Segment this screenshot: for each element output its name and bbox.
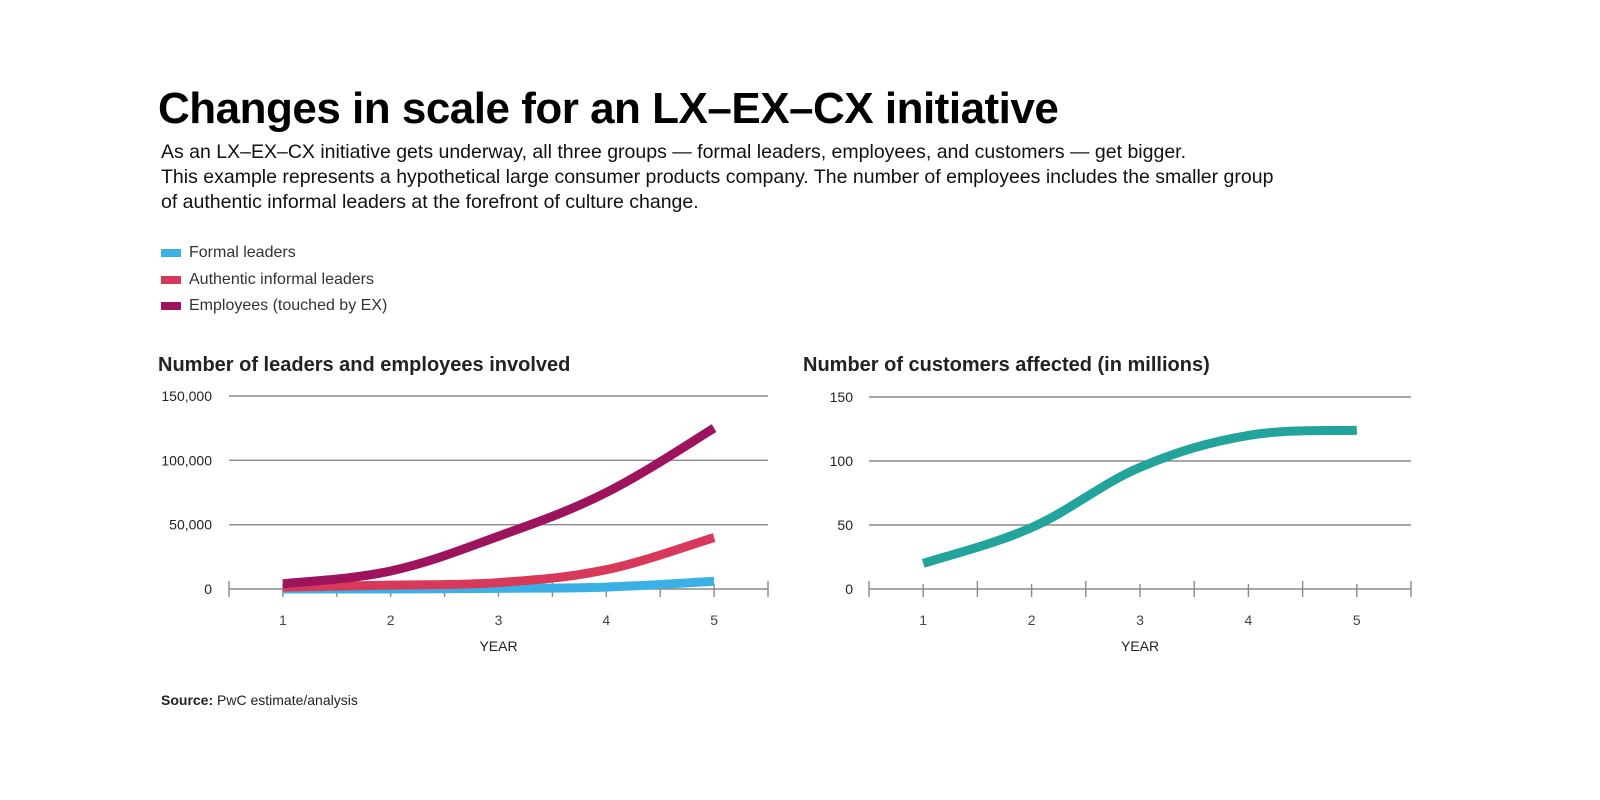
source-note: Source: PwC estimate/analysis xyxy=(161,692,358,708)
subtitle-line: of authentic informal leaders at the for… xyxy=(161,191,699,213)
legend-item-formal-leaders: Formal leaders xyxy=(161,240,387,267)
series-line-customers-affected-millions xyxy=(921,425,1358,568)
x-tick-label: 4 xyxy=(602,612,610,628)
x-tick-label: 5 xyxy=(710,612,718,628)
y-tick-label: 100,000 xyxy=(161,452,212,468)
x-tick-label: 1 xyxy=(279,612,287,628)
y-tick-label: 0 xyxy=(204,581,212,597)
page-title: Changes in scale for an LX–EX–CX initiat… xyxy=(158,84,1059,133)
y-tick-label: 100 xyxy=(830,453,854,469)
legend-swatch xyxy=(161,249,181,258)
x-tick-label: 5 xyxy=(1353,612,1361,628)
subtitle-line: As an LX–EX–CX initiative gets underway,… xyxy=(161,141,1186,163)
x-tick-label: 2 xyxy=(387,612,395,628)
legend-swatch xyxy=(161,275,181,284)
x-tick-label: 3 xyxy=(495,612,503,628)
left-chart-title: Number of leaders and employees involved xyxy=(158,354,571,376)
x-axis-label: YEAR xyxy=(479,638,517,654)
x-tick-label: 3 xyxy=(1136,612,1144,628)
legend-label: Authentic informal leaders xyxy=(189,270,374,288)
leaders-employees-chart: 0 50,000 100,000 150,000 1 2 3 4 5 YEAR xyxy=(161,388,769,654)
x-tick-label: 1 xyxy=(919,612,927,628)
subtitle: As an LX–EX–CX initiative gets underway,… xyxy=(161,140,1361,215)
series-line-employees-touched-by-ex xyxy=(282,424,717,589)
legend-swatch xyxy=(161,302,181,311)
legend-item-informal-leaders: Authentic informal leaders xyxy=(161,267,387,294)
x-axis-label: YEAR xyxy=(1121,638,1159,654)
customers-chart: 0 50 100 150 1 2 3 4 5 YEAR xyxy=(830,389,1412,654)
y-tick-label: 0 xyxy=(845,581,853,597)
x-tick-label: 2 xyxy=(1028,612,1036,628)
y-tick-label: 150 xyxy=(830,389,854,405)
y-tick-label: 50,000 xyxy=(169,517,212,533)
source-text: PwC estimate/analysis xyxy=(217,692,358,708)
source-label: Source: xyxy=(161,692,214,708)
legend-label: Formal leaders xyxy=(189,244,296,262)
y-tick-label: 50 xyxy=(837,517,853,533)
y-tick-label: 150,000 xyxy=(161,388,212,404)
legend: Formal leaders Authentic informal leader… xyxy=(161,240,387,320)
x-tick-label: 4 xyxy=(1245,612,1253,628)
series-line-authentic-informal-leaders xyxy=(282,533,716,592)
subtitle-line: This example represents a hypothetical l… xyxy=(161,166,1274,188)
right-chart-title: Number of customers affected (in million… xyxy=(803,354,1210,376)
legend-item-employees: Employees (touched by EX) xyxy=(161,293,387,320)
legend-label: Employees (touched by EX) xyxy=(189,297,388,315)
